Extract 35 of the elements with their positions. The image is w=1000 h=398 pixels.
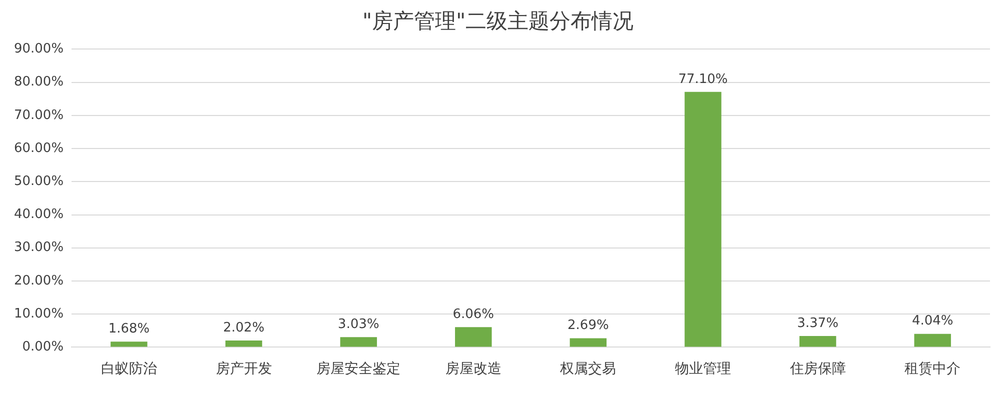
bar bbox=[914, 334, 951, 347]
x-tick-label: 住房保障 bbox=[788, 361, 846, 378]
bar bbox=[799, 336, 836, 347]
bar bbox=[110, 342, 148, 347]
bar bbox=[340, 337, 377, 347]
y-tick-label: 90.00% bbox=[14, 42, 64, 57]
y-tick-label: 70.00% bbox=[14, 108, 64, 123]
data-label: 6.06% bbox=[452, 307, 494, 322]
x-tick-label: 房产开发 bbox=[216, 361, 272, 378]
y-tick-label: 40.00% bbox=[14, 207, 64, 222]
x-tick-label: 房屋改造 bbox=[445, 361, 502, 378]
data-label: 1.68% bbox=[108, 322, 150, 337]
y-tick-label: 60.00% bbox=[14, 140, 64, 156]
x-tick-label: 租赁中介 bbox=[904, 361, 961, 378]
y-tick-label: 30.00% bbox=[14, 240, 64, 256]
x-tick-label: 权属交易 bbox=[559, 361, 616, 378]
chart-title: "房产管理"二级主题分布情况 bbox=[362, 9, 634, 34]
data-label: 3.37% bbox=[797, 316, 838, 331]
data-label: 2.02% bbox=[223, 320, 264, 336]
bar bbox=[684, 92, 722, 347]
y-tick-label: 20.00% bbox=[14, 273, 64, 288]
x-tick-label: 白蚁防治 bbox=[100, 361, 157, 378]
data-label: 4.04% bbox=[912, 314, 954, 329]
x-tick-label: 房屋安全鉴定 bbox=[316, 361, 401, 378]
y-tick-label: 0.00% bbox=[22, 340, 64, 355]
bar bbox=[455, 327, 492, 347]
y-tick-label: 10.00% bbox=[14, 306, 64, 322]
x-tick-label: 物业管理 bbox=[674, 361, 731, 378]
bar bbox=[225, 340, 262, 347]
data-label: 2.69% bbox=[568, 318, 609, 334]
y-tick-label: 80.00% bbox=[14, 74, 64, 90]
y-tick-label: 50.00% bbox=[14, 174, 64, 190]
bar bbox=[570, 338, 607, 347]
data-label: 77.10% bbox=[678, 72, 728, 87]
data-label: 3.03% bbox=[338, 317, 380, 332]
